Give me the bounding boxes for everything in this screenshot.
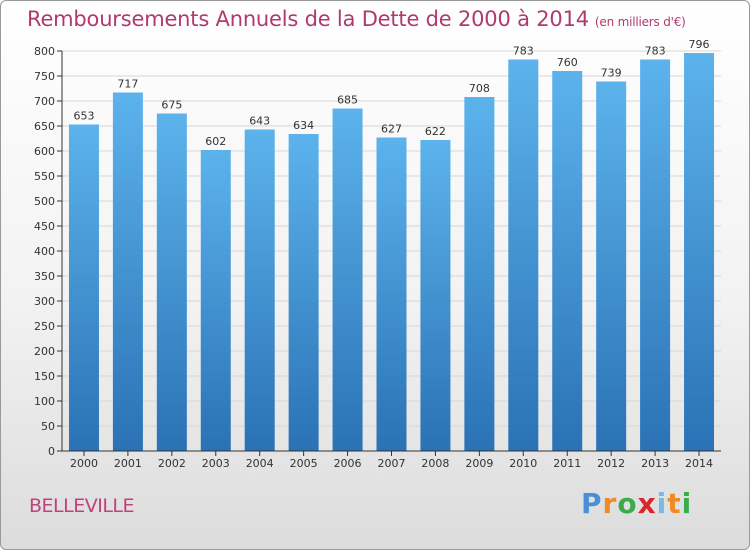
x-tick-label: 2007 xyxy=(378,457,406,470)
x-tick-label: 2014 xyxy=(685,457,713,470)
logo-letter: P xyxy=(581,487,603,520)
bar xyxy=(200,150,231,451)
y-tick-label: 800 xyxy=(34,45,55,58)
x-tick-label: 2006 xyxy=(334,457,362,470)
chart-unit-label: (en milliers d'€) xyxy=(594,15,686,29)
y-tick-label: 150 xyxy=(34,370,55,383)
x-tick-label: 2000 xyxy=(70,457,98,470)
bar-value-label: 643 xyxy=(249,115,270,128)
bar-value-label: 783 xyxy=(513,45,534,58)
bar-value-label: 602 xyxy=(205,135,226,148)
x-tick-label: 2012 xyxy=(597,457,625,470)
x-tick-label: 2004 xyxy=(246,457,274,470)
bar-value-label: 653 xyxy=(73,110,94,123)
x-tick-label: 2009 xyxy=(465,457,493,470)
y-tick-label: 50 xyxy=(41,420,55,433)
bar xyxy=(112,92,143,451)
bar xyxy=(420,140,451,451)
y-tick-label: 650 xyxy=(34,120,55,133)
bar xyxy=(508,59,539,451)
bar xyxy=(464,97,495,451)
chart-title: Remboursements Annuels de la Dette de 20… xyxy=(27,7,686,31)
bar-value-label: 627 xyxy=(381,123,402,136)
logo-letter: x xyxy=(637,487,657,520)
y-tick-label: 300 xyxy=(34,295,55,308)
x-tick-label: 2002 xyxy=(158,457,186,470)
y-tick-label: 250 xyxy=(34,320,55,333)
bar-value-label: 675 xyxy=(161,99,182,112)
x-tick-label: 2013 xyxy=(641,457,669,470)
bar xyxy=(244,129,275,451)
x-tick-label: 2008 xyxy=(421,457,449,470)
x-tick-label: 2005 xyxy=(290,457,318,470)
x-tick-label: 2010 xyxy=(509,457,537,470)
bar xyxy=(640,59,671,451)
bar xyxy=(68,124,99,451)
x-tick-label: 2003 xyxy=(202,457,230,470)
chart-title-text: Remboursements Annuels de la Dette de 20… xyxy=(27,7,589,31)
y-tick-label: 750 xyxy=(34,70,55,83)
logo-letter: t xyxy=(667,487,682,520)
logo-letter: i xyxy=(681,487,693,520)
y-tick-label: 350 xyxy=(34,270,55,283)
bar xyxy=(156,113,187,451)
x-tick-label: 2011 xyxy=(553,457,581,470)
bar-value-label: 634 xyxy=(293,119,314,132)
logo-letter: o xyxy=(617,487,638,520)
bar xyxy=(552,71,583,451)
bar-value-label: 760 xyxy=(557,56,578,69)
logo-letter: r xyxy=(602,487,618,520)
y-tick-label: 450 xyxy=(34,220,55,233)
bar-value-label: 783 xyxy=(645,45,666,58)
x-tick-label: 2001 xyxy=(114,457,142,470)
bar-value-label: 622 xyxy=(425,125,446,138)
y-tick-label: 100 xyxy=(34,395,55,408)
y-tick-label: 200 xyxy=(34,345,55,358)
bar xyxy=(596,81,627,451)
y-tick-label: 400 xyxy=(34,245,55,258)
bar xyxy=(288,134,319,451)
logo-letter: i xyxy=(656,487,668,520)
y-tick-label: 500 xyxy=(34,195,55,208)
proxiti-logo: Proxiti xyxy=(581,487,692,520)
bar-value-label: 796 xyxy=(689,38,710,51)
bar-value-label: 717 xyxy=(117,78,138,91)
y-tick-label: 700 xyxy=(34,95,55,108)
bar xyxy=(684,53,715,451)
commune-name: BELLEVILLE xyxy=(29,495,135,517)
y-tick-label: 600 xyxy=(34,145,55,158)
bar-value-label: 685 xyxy=(337,94,358,107)
y-tick-label: 0 xyxy=(48,445,55,458)
bar-value-label: 739 xyxy=(601,67,622,80)
bar xyxy=(332,108,363,451)
y-tick-label: 550 xyxy=(34,170,55,183)
bar xyxy=(376,137,407,451)
bar-value-label: 708 xyxy=(469,82,490,95)
